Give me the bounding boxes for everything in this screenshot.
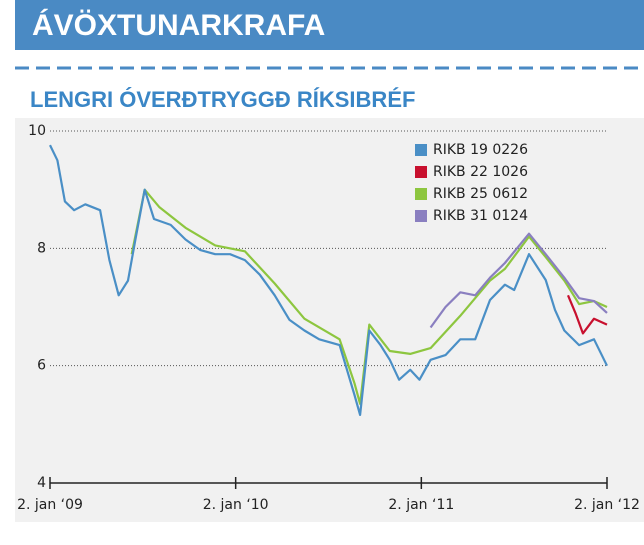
legend-swatch [415,166,427,178]
legend-swatch [415,144,427,156]
legend-label: RIKB 22 1026 [433,164,528,180]
legend-label: RIKB 31 0124 [433,208,528,224]
header-title: ÁVÖXTUNARKRAFA [32,8,325,42]
header-band [15,0,644,50]
plot-background [15,118,644,522]
x-tick-label: 2. jan ‘09 [17,497,83,513]
x-tick-label: 2. jan ‘11 [388,497,454,513]
x-tick-label: 2. jan ‘10 [203,497,269,513]
series-line [566,294,608,335]
y-tick-label: 4 [37,475,46,491]
legend-swatch [415,210,427,222]
x-tick-label: 2. jan ‘12 [574,497,640,513]
series-line [429,232,608,329]
series-line [49,144,608,416]
legend-label: RIKB 19 0226 [433,142,528,158]
y-tick-label: 6 [37,358,46,374]
y-tick-label: 8 [37,240,46,256]
legend-swatch [415,188,427,200]
legend-label: RIKB 25 0612 [433,186,528,202]
y-tick-label: 10 [28,123,46,139]
chart-title: LENGRI ÓVERÐTRYGGÐ RÍKSIBRÉF [30,87,415,112]
series-line [130,188,608,405]
